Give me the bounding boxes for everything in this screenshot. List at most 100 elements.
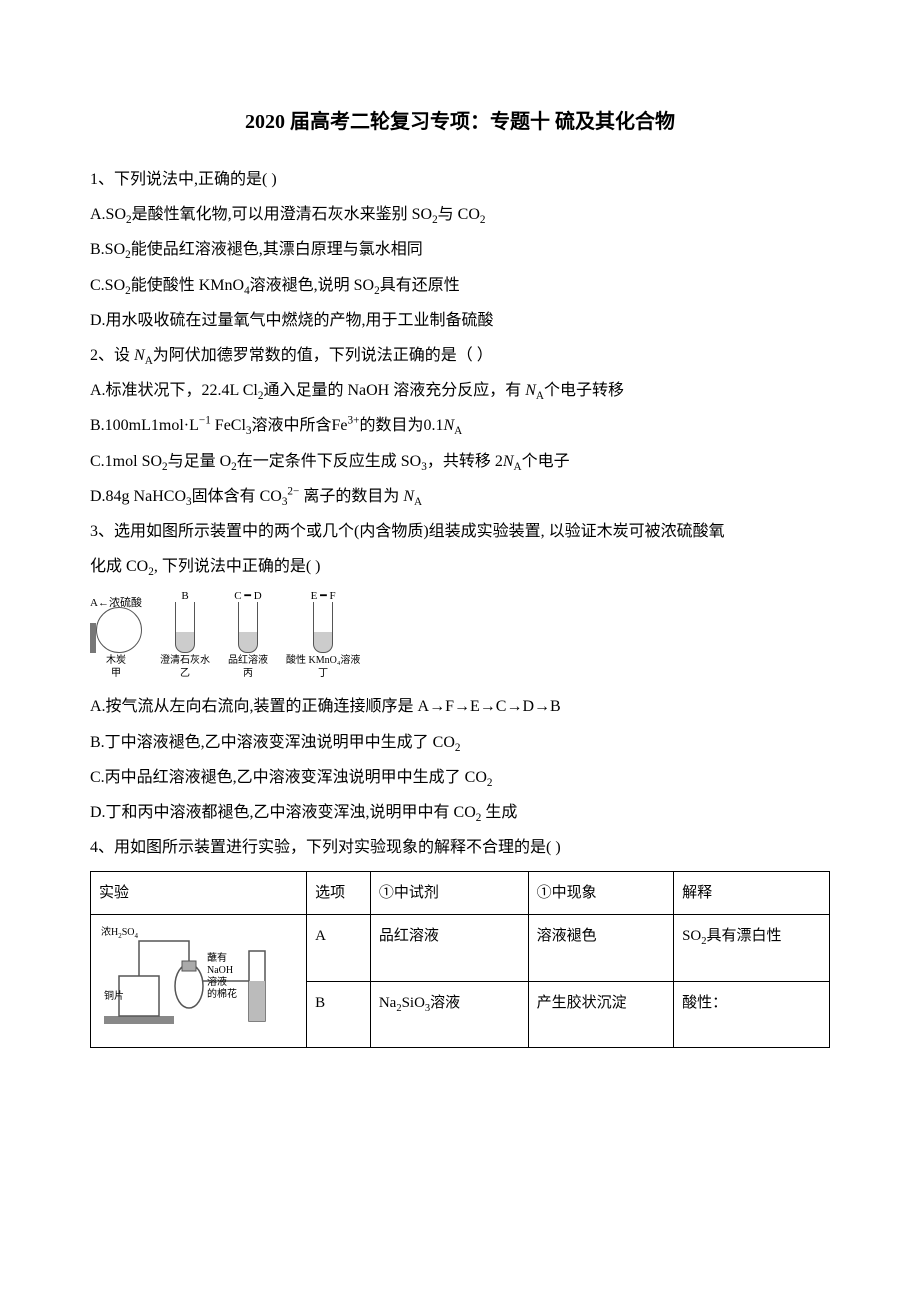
th-expl: 解释 (674, 872, 830, 915)
q3-option-c: C.丙中品红溶液褪色,乙中溶液变浑浊说明甲中生成了 CO2 (90, 760, 830, 795)
subscript: 2 (480, 214, 486, 226)
cotton-label-3: 溶液 (207, 975, 227, 988)
port-label: F (330, 590, 336, 602)
variable-n: N (403, 488, 414, 505)
flask-icon (96, 607, 142, 653)
content-label: 木炭 (106, 655, 126, 666)
q3-option-d: D.丁和丙中溶液都褪色,乙中溶液变浑浊,说明甲中有 CO2 生成 (90, 795, 830, 830)
q3-option-a: A.按气流从左向右流向,装置的正确连接顺序是 A→F→E→C→D→B (90, 689, 830, 724)
variable-n: N (525, 382, 536, 399)
text-fragment: 的数目为0.1 (359, 417, 443, 434)
text-fragment: D.丁和丙中溶液都褪色,乙中溶液变浑浊,说明甲中有 CO (90, 804, 476, 821)
port-label: D (254, 590, 262, 602)
cell-phen: 溶液褪色 (528, 915, 673, 982)
superscript: 3+ (348, 415, 360, 427)
text-fragment: 生成 (481, 804, 517, 821)
content-label: 品红溶液 (228, 655, 268, 666)
variable-n: N (443, 417, 454, 434)
text-fragment: SiO (402, 995, 425, 1011)
text-fragment: 固体含有 CO (192, 488, 282, 505)
cotton-label-4: 的棉花 (207, 987, 237, 1000)
superscript: 2− (287, 485, 299, 497)
text-fragment: C.SO (90, 277, 125, 294)
th-opt: 选项 (307, 872, 371, 915)
q1-option-b: B.SO2能使品红溶液褪色,其漂白原理与氯水相同 (90, 232, 830, 267)
table-row: 浓H2SO4 铜片 蘸有 NaOH 溶液 的棉花 A 品红溶液 溶液褪色 SO2… (91, 915, 830, 982)
acid-label: 浓H (101, 926, 118, 938)
cell-expl: SO2具有漂白性 (674, 915, 830, 982)
text-fragment: C.1mol SO (90, 453, 162, 470)
text-fragment: ，共转移 2 (427, 453, 503, 470)
text-fragment: 溶液 (430, 995, 460, 1011)
q4-table: 实验 选项 ①中试剂 ①中现象 解释 浓H2SO4 铜片 (90, 871, 830, 1048)
content-label: 澄清石灰水 (160, 655, 210, 666)
test-tube-icon (313, 602, 333, 653)
apparatus-id: 甲 (111, 668, 121, 679)
q2-option-b: B.100mL1mol·L−1 FeCl3溶液中所含Fe3+的数目为0.1NA (90, 408, 830, 443)
content-label: 酸性 KMnO₄溶液 (286, 655, 360, 666)
text-fragment: 能使酸性 KMnO (131, 277, 244, 294)
cell-phen: 产生胶状沉淀 (528, 981, 673, 1048)
text-fragment: 在一定条件下反应生成 SO (237, 453, 421, 470)
text-fragment: 具有还原性 (380, 277, 460, 294)
q4-apparatus-svg: 浓H2SO4 铜片 蘸有 NaOH 溶液 的棉花 (99, 921, 289, 1041)
subscript: A (536, 390, 544, 402)
q1-option-d: D.用水吸收硫在过量氧气中燃烧的产物,用于工业制备硫酸 (90, 303, 830, 338)
page-title: 2020 届高考二轮复习专项：专题十 硫及其化合物 (90, 100, 830, 144)
variable-n: N (503, 453, 514, 470)
text-fragment: 与足量 O (168, 453, 232, 470)
subscript: A (514, 461, 522, 473)
svg-text:浓H2SO4: 浓H2SO4 (101, 926, 139, 940)
text-fragment: 通入足量的 NaOH 溶液充分反应，有 (263, 382, 525, 399)
th-phen: ①中现象 (528, 872, 673, 915)
q2-option-c: C.1mol SO2与足量 O2在一定条件下反应生成 SO3，共转移 2NA个电… (90, 444, 830, 479)
text-fragment: 具有漂白性 (707, 928, 782, 944)
q4-stem: 4、用如图所示装置进行实验，下列对实验现象的解释不合理的是( ) (90, 830, 830, 865)
q2-option-a: A.标准状况下，22.4L Cl2通入足量的 NaOH 溶液充分反应，有 NA个… (90, 373, 830, 408)
q1-stem: 1、下列说法中,正确的是( ) (90, 162, 830, 197)
text-fragment: B.SO (90, 241, 125, 258)
cell-opt: B (307, 981, 371, 1048)
apparatus-jia: A←浓硫酸 木炭 甲 (90, 597, 142, 679)
q3-option-b: B.丁中溶液褪色,乙中溶液变浑浊说明甲中生成了 CO2 (90, 725, 830, 760)
text-fragment: 为阿伏加德罗常数的值，下列说法正确的是（ ） (153, 347, 493, 364)
cell-opt: A (307, 915, 371, 982)
subscript: A (454, 426, 462, 438)
apparatus-id: 乙 (180, 668, 190, 679)
cotton-label-1: 蘸有 (207, 951, 227, 964)
subscript: 2 (487, 777, 493, 789)
q2-stem: 2、设 NA为阿伏加德罗常数的值，下列说法正确的是（ ） (90, 338, 830, 373)
text-fragment: A.SO (90, 206, 126, 223)
text-fragment: 2、设 (90, 347, 134, 364)
test-tube-icon (238, 602, 258, 653)
text-fragment: 是酸性氧化物,可以用澄清石灰水来鉴别 SO (132, 206, 432, 223)
text-fragment: C.丙中品红溶液褪色,乙中溶液变浑浊说明甲中生成了 CO (90, 769, 487, 786)
subscript: 3 (282, 496, 288, 508)
text-fragment: 化成 CO (90, 558, 148, 575)
text-fragment: D.84g NaHCO (90, 488, 186, 505)
q2-option-d: D.84g NaHCO3固体含有 CO32− 离子的数目为 NA (90, 479, 830, 514)
subscript: A (414, 496, 422, 508)
text-fragment: FeCl (211, 417, 246, 434)
text-fragment: 溶液褪色,说明 SO (250, 277, 374, 294)
text-fragment: SO (682, 928, 701, 944)
variable-n: N (134, 347, 145, 364)
test-tube-icon (175, 602, 195, 653)
apparatus-bing: C ━ D 品红溶液 丙 (228, 590, 268, 679)
superscript: −1 (199, 415, 211, 427)
q4-apparatus-cell: 浓H2SO4 铜片 蘸有 NaOH 溶液 的棉花 (91, 915, 307, 1048)
text-fragment: 离子的数目为 (299, 488, 403, 505)
port-label: E (311, 590, 318, 602)
text-fragment: A.标准状况下，22.4L Cl (90, 382, 258, 399)
text-fragment: Na (379, 995, 397, 1011)
apparatus-id: 丁 (318, 668, 328, 679)
apparatus-yi: B 澄清石灰水 乙 (160, 590, 210, 679)
q3-apparatus-diagram: A←浓硫酸 木炭 甲 B 澄清石灰水 乙 C ━ D 品红溶液 丙 E ━ F … (90, 590, 830, 679)
port-label: B (181, 590, 188, 602)
th-exp: 实验 (91, 872, 307, 915)
th-reagent: ①中试剂 (370, 872, 528, 915)
apparatus-id: 丙 (243, 668, 253, 679)
cell-expl: 酸性： (674, 981, 830, 1048)
text-fragment: 溶液中所含Fe (252, 417, 348, 434)
text-fragment: B.100mL1mol·L (90, 417, 199, 434)
